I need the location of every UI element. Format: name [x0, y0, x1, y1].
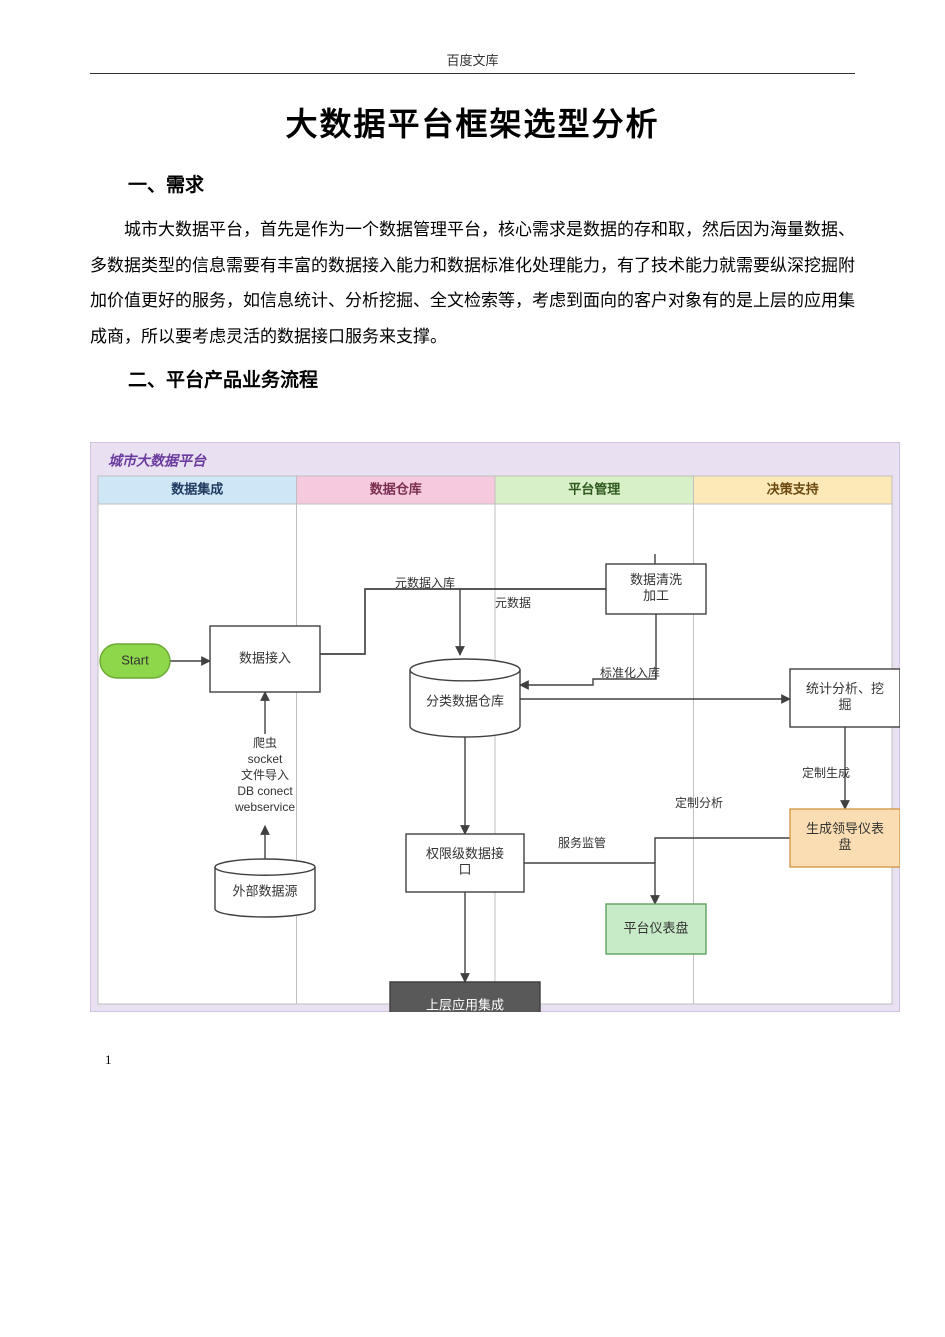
section1-heading: 一、需求	[90, 170, 855, 197]
document-page: 百度文库 大数据平台框架选型分析 一、需求 城市大数据平台，首先是作为一个数据管…	[0, 0, 945, 1098]
svg-text:城市大数据平台: 城市大数据平台	[108, 452, 207, 468]
svg-text:定制分析: 定制分析	[675, 795, 723, 810]
page-number: 1	[105, 1052, 855, 1068]
svg-text:元数据: 元数据	[495, 595, 531, 610]
svg-text:爬虫: 爬虫	[253, 736, 277, 750]
svg-text:数据仓库: 数据仓库	[370, 481, 422, 496]
svg-text:元数据入库: 元数据入库	[395, 575, 455, 590]
svg-text:Start: Start	[121, 652, 149, 667]
flowchart-container: 城市大数据平台数据集成 数据仓库 平台管理 决策支持 Start 数据接入外部数据源 分类数…	[90, 442, 855, 1017]
svg-text:平台管理: 平台管理	[568, 481, 620, 496]
svg-text:服务监管: 服务监管	[558, 835, 606, 850]
svg-text:数据集成: 数据集成	[171, 481, 223, 496]
svg-text:数据接入: 数据接入	[239, 650, 291, 665]
svg-text:DB conect: DB conect	[237, 784, 293, 798]
svg-text:webservice: webservice	[234, 800, 295, 814]
svg-text:平台仪表盘: 平台仪表盘	[623, 920, 688, 935]
svg-text:外部数据源: 外部数据源	[232, 883, 297, 898]
svg-text:决策支持: 决策支持	[767, 481, 819, 496]
flowchart-svg: 城市大数据平台数据集成 数据仓库 平台管理 决策支持 Start 数据接入外部数据源 分类数…	[90, 442, 900, 1012]
svg-text:socket: socket	[248, 752, 283, 766]
section2-heading: 二、平台产品业务流程	[90, 365, 855, 392]
svg-text:文件导入: 文件导入	[241, 767, 289, 782]
header-source: 百度文库	[90, 50, 855, 74]
document-title: 大数据平台框架选型分析	[90, 99, 855, 145]
section1-body: 城市大数据平台，首先是作为一个数据管理平台，核心需求是数据的存和取，然后因为海量…	[90, 212, 855, 355]
svg-text:定制生成: 定制生成	[802, 765, 850, 780]
svg-text:分类数据仓库: 分类数据仓库	[426, 693, 504, 708]
svg-text:上层应用集成: 上层应用集成	[426, 997, 504, 1012]
svg-text:标准化入库: 标准化入库	[600, 665, 660, 680]
